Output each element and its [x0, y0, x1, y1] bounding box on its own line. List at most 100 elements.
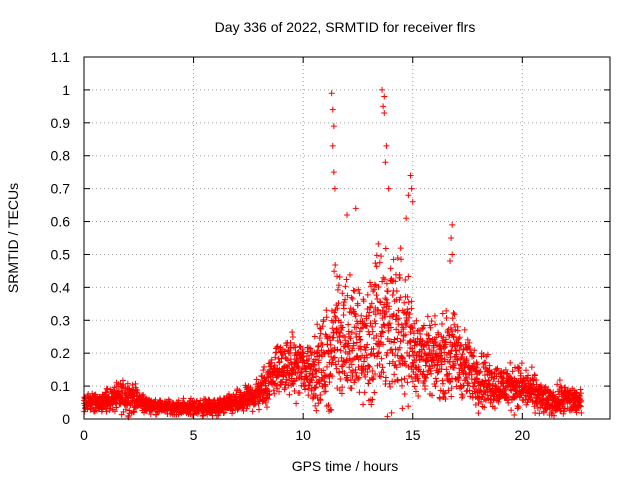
- data-point: [180, 395, 187, 402]
- peak-point: [448, 235, 455, 241]
- data-point: [316, 380, 323, 387]
- data-point: [451, 321, 458, 328]
- peak-point: [330, 169, 337, 176]
- data-point: [336, 274, 343, 281]
- data-point: [175, 397, 182, 404]
- data-point: [366, 363, 373, 370]
- data-point: [325, 402, 332, 409]
- data-point: [394, 335, 401, 342]
- data-point: [322, 388, 329, 395]
- data-point: [415, 327, 422, 334]
- data-point: [430, 357, 437, 364]
- data-point: [408, 305, 415, 312]
- data-point: [413, 317, 420, 324]
- data-point: [427, 324, 434, 331]
- data-point: [289, 334, 296, 341]
- data-point: [328, 406, 335, 413]
- data-point: [351, 287, 358, 294]
- data-point: [502, 366, 509, 373]
- data-point: [337, 376, 344, 383]
- data-point: [474, 361, 481, 368]
- data-point: [408, 324, 415, 331]
- data-point: [454, 357, 461, 364]
- data-point: [331, 309, 338, 316]
- y-tick-label: 0.2: [51, 345, 71, 361]
- data-point: [505, 399, 512, 406]
- data-point: [470, 360, 477, 367]
- data-point: [409, 348, 416, 355]
- data-point: [469, 394, 476, 401]
- data-point: [87, 406, 94, 413]
- data-point: [491, 405, 498, 412]
- data-point: [397, 245, 404, 252]
- data-point: [276, 358, 283, 365]
- data-point: [407, 337, 414, 344]
- data-point: [318, 353, 325, 360]
- data-point: [266, 360, 273, 367]
- data-point: [347, 357, 354, 364]
- data-point: [276, 388, 283, 395]
- y-tick-label: 0.4: [51, 279, 71, 295]
- data-point: [268, 356, 275, 363]
- data-point: [321, 372, 328, 379]
- data-point: [432, 321, 439, 328]
- data-point: [466, 339, 473, 346]
- x-tick-label: 15: [405, 427, 421, 443]
- data-point: [370, 375, 377, 382]
- data-point: [262, 399, 269, 406]
- data-point: [380, 369, 387, 376]
- data-point: [394, 254, 401, 261]
- data-point: [464, 346, 471, 353]
- peak-point: [407, 172, 414, 179]
- data-point: [288, 375, 295, 382]
- data-point: [368, 283, 375, 290]
- data-point: [428, 392, 435, 399]
- data-point: [317, 392, 324, 399]
- data-point: [356, 328, 363, 335]
- data-point: [395, 315, 402, 322]
- peak-point: [449, 221, 456, 228]
- data-point: [523, 393, 530, 400]
- data-point: [287, 349, 294, 356]
- data-point: [457, 343, 464, 350]
- data-point: [287, 339, 294, 346]
- data-point: [363, 322, 370, 329]
- x-axis-label: GPS time / hours: [292, 458, 399, 474]
- data-point: [356, 336, 363, 343]
- data-point: [418, 346, 425, 353]
- data-point: [393, 326, 400, 333]
- data-point: [253, 394, 260, 401]
- data-point: [406, 338, 413, 345]
- data-point: [328, 348, 335, 355]
- data-point: [461, 377, 468, 384]
- data-point: [373, 252, 380, 259]
- data-point: [307, 365, 314, 372]
- data-point: [355, 375, 362, 382]
- data-point: [414, 328, 421, 335]
- data-point: [343, 276, 350, 283]
- data-point: [356, 374, 363, 381]
- data-point: [396, 344, 403, 351]
- data-point: [464, 336, 471, 343]
- data-point: [374, 306, 381, 313]
- data-point: [352, 366, 359, 373]
- data-point: [398, 376, 405, 383]
- data-point: [270, 387, 277, 394]
- data-point: [353, 339, 360, 346]
- data-point: [432, 375, 439, 382]
- data-point: [458, 342, 465, 349]
- data-point: [332, 361, 339, 368]
- data-point: [103, 408, 110, 415]
- data-point: [430, 347, 437, 354]
- data-point: [305, 382, 312, 389]
- data-point: [91, 408, 98, 415]
- data-point: [504, 370, 511, 377]
- data-point: [107, 405, 114, 412]
- data-point: [393, 288, 400, 295]
- data-point: [387, 265, 394, 272]
- data-point: [463, 355, 470, 362]
- data-point: [314, 321, 321, 328]
- data-point: [517, 370, 524, 377]
- data-point: [373, 292, 380, 299]
- data-point: [480, 360, 487, 367]
